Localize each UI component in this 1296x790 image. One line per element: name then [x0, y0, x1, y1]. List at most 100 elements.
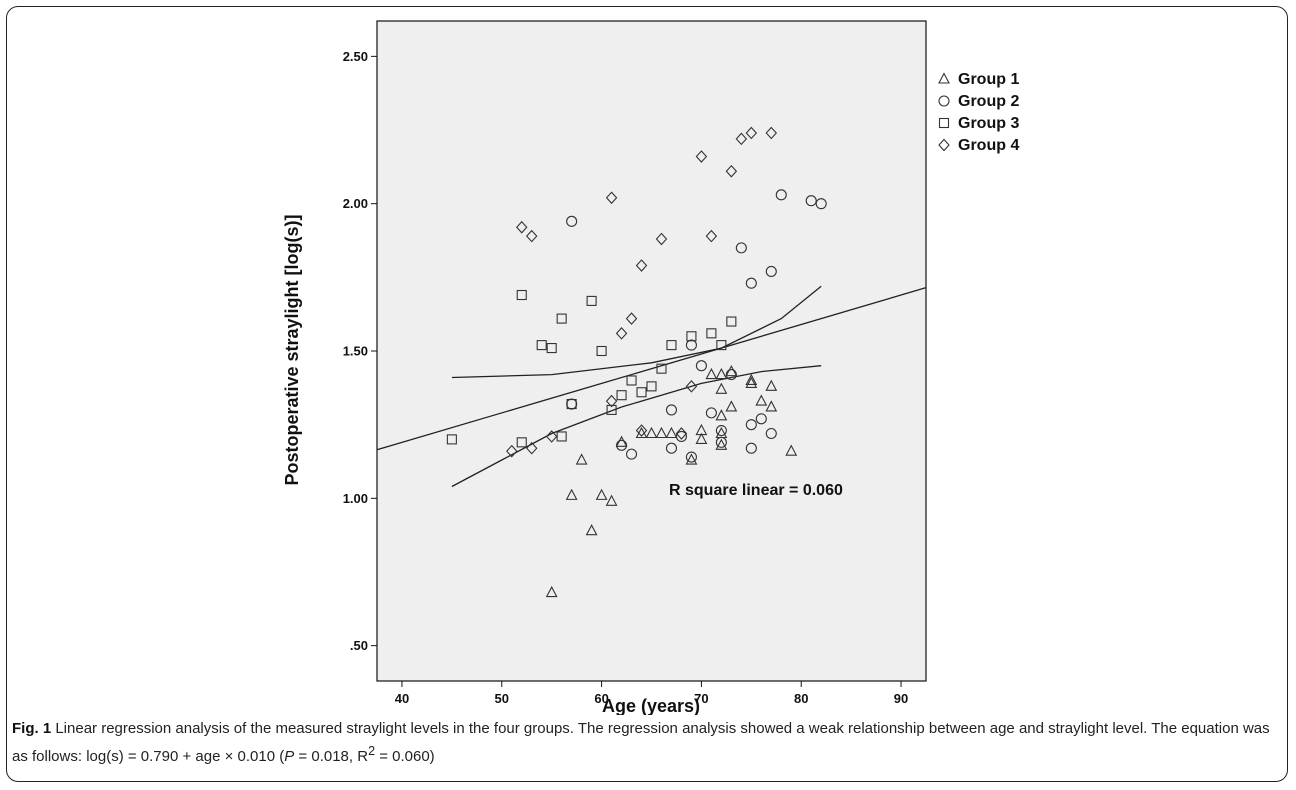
point-group-3	[666, 340, 677, 351]
point-group-4	[515, 220, 528, 234]
caption-r-stat: = 0.060)	[375, 748, 435, 765]
diamond-icon	[938, 138, 950, 152]
point-group-1	[765, 400, 778, 412]
point-group-3	[646, 381, 657, 392]
point-group-4	[685, 380, 698, 393]
point-group-4	[525, 441, 538, 455]
legend-label: Group 3	[958, 115, 1019, 132]
point-group-1	[745, 373, 758, 386]
point-group-4	[525, 229, 538, 243]
point-group-4	[745, 126, 758, 140]
circle-icon	[938, 95, 950, 107]
point-group-3	[446, 434, 457, 445]
point-group-1	[685, 453, 698, 465]
point-group-2	[625, 448, 638, 460]
point-group-3	[636, 387, 647, 398]
y-tick-label: 2.00	[343, 196, 368, 211]
point-group-4	[605, 191, 618, 205]
point-group-2	[805, 195, 817, 207]
series-group-3	[446, 289, 737, 448]
point-group-2	[616, 439, 628, 451]
point-group-1	[695, 432, 708, 444]
x-tick-label: 50	[495, 691, 509, 706]
x-tick-label: 80	[794, 691, 808, 706]
point-group-3	[546, 343, 557, 354]
point-group-4	[615, 327, 628, 340]
regression-line	[376, 287, 927, 451]
plot-area	[376, 20, 927, 682]
point-group-1	[745, 376, 758, 388]
point-group-2	[705, 407, 717, 419]
point-group-1	[565, 488, 578, 500]
point-group-4	[735, 132, 748, 146]
point-group-4	[725, 164, 738, 178]
point-group-2	[775, 189, 787, 201]
r-square-annotation: R square linear = 0.060	[669, 482, 843, 499]
point-group-3	[616, 390, 627, 401]
point-group-4	[545, 430, 558, 443]
point-group-3	[626, 375, 637, 386]
y-tick-label: .50	[350, 638, 368, 653]
legend-label: Group 1	[958, 71, 1019, 88]
ci-upper-curve	[451, 285, 822, 379]
x-axis-title: Age (years)	[602, 696, 700, 715]
point-group-1	[665, 426, 678, 439]
y-tick-label: 1.00	[343, 491, 368, 506]
point-group-1	[695, 423, 708, 436]
point-group-3	[536, 340, 547, 351]
point-group-3	[566, 398, 577, 410]
point-group-2	[715, 425, 727, 437]
x-tick-label: 40	[395, 691, 409, 706]
y-axis: .50 1.00 1.50 2.00 2.50	[343, 49, 377, 653]
caption-r-sup: 2	[368, 744, 376, 758]
point-group-2	[765, 265, 777, 277]
figure-caption: Fig. 1 Linear regression analysis of the…	[12, 718, 1284, 768]
point-group-4	[765, 126, 778, 140]
x-tick-label: 60	[594, 691, 608, 706]
point-group-4	[695, 150, 708, 163]
point-group-1	[585, 524, 598, 536]
point-group-2	[665, 404, 678, 416]
series-group-4	[506, 126, 778, 458]
point-group-3	[716, 340, 727, 351]
point-group-1	[725, 400, 738, 412]
point-group-2	[566, 215, 578, 227]
series-group-2	[566, 189, 827, 463]
point-group-1	[715, 382, 728, 394]
point-group-4	[635, 259, 648, 272]
x-axis: 40 50 60 70 80 90	[395, 681, 908, 706]
point-group-2	[685, 451, 697, 463]
point-group-4	[605, 394, 618, 408]
square-icon	[938, 117, 950, 129]
y-tick-label: 1.50	[343, 344, 368, 359]
legend-label: Group 4	[958, 137, 1019, 154]
point-group-2	[745, 419, 757, 431]
ci-lower-curve	[451, 365, 822, 488]
point-group-2	[725, 369, 737, 381]
point-group-1	[575, 453, 588, 465]
point-group-3	[586, 295, 597, 306]
legend-item: Group 1	[938, 71, 1019, 88]
point-group-1	[605, 494, 618, 506]
point-group-4	[635, 424, 648, 437]
caption-p-symbol: P	[284, 748, 295, 765]
point-group-1	[545, 585, 558, 598]
point-group-3	[686, 331, 697, 342]
point-group-1	[715, 367, 728, 380]
legend-item: Group 3	[938, 115, 1019, 132]
point-group-4	[675, 427, 688, 440]
point-group-2	[815, 198, 827, 210]
fit-line	[376, 287, 927, 451]
point-group-4	[506, 444, 518, 458]
legend: Group 1 Group 2 Group 3 Group 4	[938, 71, 1019, 154]
point-group-2	[715, 436, 727, 448]
point-group-1	[715, 438, 728, 450]
point-group-4	[655, 232, 668, 246]
point-group-1	[755, 394, 768, 406]
caption-p-stat: = 0.018, R	[294, 748, 369, 765]
x-tick-label: 90	[894, 691, 908, 706]
point-group-4	[625, 312, 638, 325]
legend-item: Group 2	[938, 93, 1019, 110]
point-group-3	[596, 345, 607, 357]
point-group-2	[745, 277, 757, 289]
